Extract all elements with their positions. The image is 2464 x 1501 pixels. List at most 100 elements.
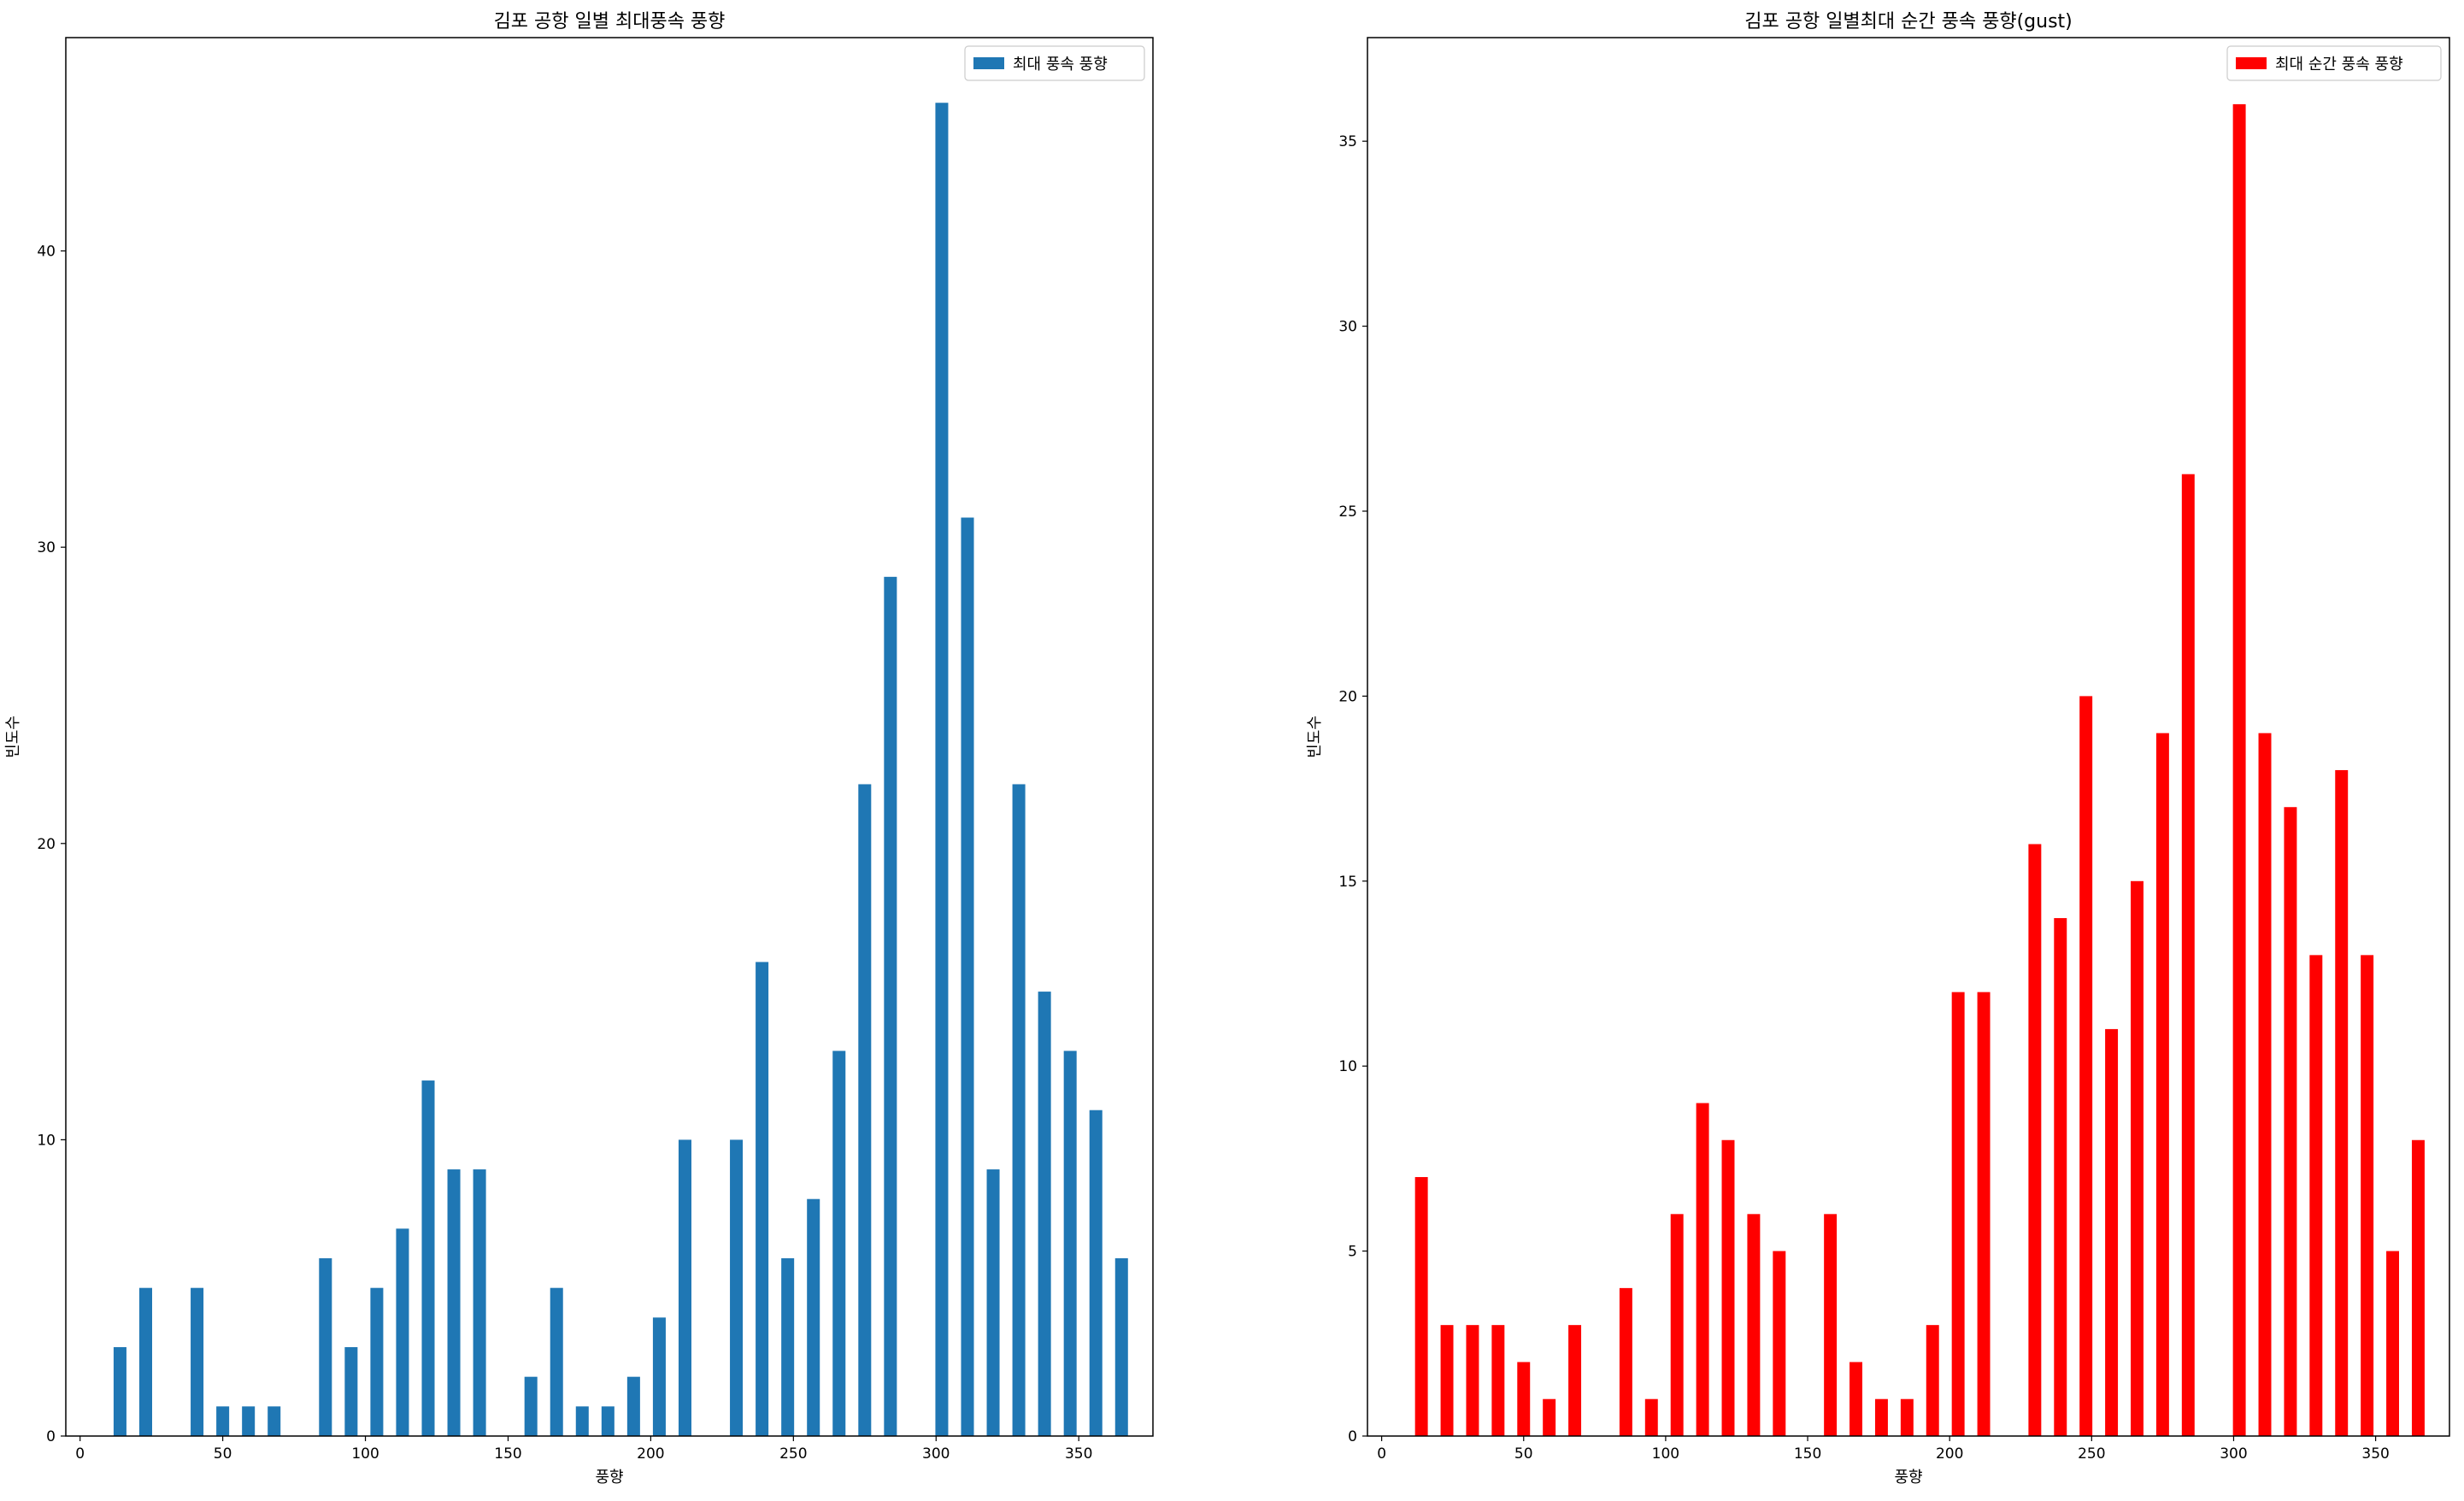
x-tick-label-5: 250 xyxy=(2078,1445,2105,1463)
bar-29 xyxy=(2258,733,2272,1436)
y-tick-label-0: 0 xyxy=(46,1428,56,1445)
bar-1 xyxy=(1440,1325,1454,1436)
bar-33 xyxy=(1089,1110,1103,1436)
bar-33 xyxy=(2361,955,2374,1436)
bar-29 xyxy=(986,1169,1000,1436)
x-tick-label-0: 0 xyxy=(75,1445,85,1463)
bar-13 xyxy=(524,1376,538,1436)
bar-11 xyxy=(447,1169,461,1436)
y-tick-label-5: 25 xyxy=(1338,503,1357,521)
bar-19 xyxy=(1951,992,1965,1436)
bar-26 xyxy=(2155,733,2169,1436)
x-tick-label-3: 150 xyxy=(1794,1445,1821,1463)
bar-5 xyxy=(1543,1398,1556,1436)
x-tick-label-6: 300 xyxy=(922,1445,950,1463)
bar-13 xyxy=(1773,1251,1786,1436)
bar-22 xyxy=(781,1258,795,1436)
axes-frame xyxy=(65,37,1154,1437)
y-tick-label-4: 40 xyxy=(37,244,56,261)
x-tick-label-4: 200 xyxy=(637,1445,664,1463)
bar-15 xyxy=(575,1406,589,1436)
bar-19 xyxy=(678,1139,691,1436)
y-tick-label-2: 20 xyxy=(37,836,56,853)
bar-27 xyxy=(935,103,949,1436)
bar-16 xyxy=(601,1406,615,1436)
bar-3 xyxy=(1491,1325,1505,1436)
bar-9 xyxy=(1670,1214,1684,1436)
axes-frame xyxy=(1367,37,2450,1437)
bar-12 xyxy=(1747,1214,1761,1436)
bar-30 xyxy=(2284,807,2297,1436)
bar-6 xyxy=(319,1258,332,1436)
bar-20 xyxy=(1977,992,1991,1436)
bar-0 xyxy=(1414,1177,1428,1436)
bar-10 xyxy=(1696,1103,1709,1436)
x-tick-label-2: 100 xyxy=(1652,1445,1679,1463)
x-tick-label-1: 50 xyxy=(1514,1445,1533,1463)
bar-22 xyxy=(2054,918,2067,1436)
legend-box xyxy=(2226,45,2442,81)
x-tick-label-7: 350 xyxy=(1065,1445,1092,1463)
bar-18 xyxy=(652,1317,666,1436)
bar-0 xyxy=(113,1347,126,1436)
bar-16 xyxy=(1874,1398,1888,1436)
bar-18 xyxy=(1926,1325,1939,1436)
bar-35 xyxy=(2411,1139,2425,1436)
bar-8 xyxy=(1644,1398,1658,1436)
bar-21 xyxy=(756,962,769,1436)
bar-11 xyxy=(1721,1139,1735,1436)
bar-31 xyxy=(1038,992,1051,1436)
bar-5 xyxy=(268,1406,281,1436)
y-tick-label-3: 15 xyxy=(1338,874,1357,891)
bar-3 xyxy=(216,1406,230,1436)
chart-wind-direction: 0 50 100 150 200 250 300 350 0 10 20 30 40 김포 공항 일별 최… xyxy=(4,11,1154,1486)
y-tick-label-1: 5 xyxy=(1348,1244,1357,1261)
bar-6 xyxy=(1568,1325,1582,1436)
legend: 최대 풍속 풍향 xyxy=(964,45,1145,81)
legend-swatch xyxy=(973,57,1004,69)
y-tick-label-4: 20 xyxy=(1338,688,1357,705)
chart-gust-direction: 0 50 100 150 200 250 300 350 0 5 10 15 20 25 30 35 김포 공항… xyxy=(1306,11,2450,1486)
bar-8 xyxy=(370,1287,384,1436)
y-axis-label: 빈도수 xyxy=(4,715,22,758)
x-axis-label: 풍향 xyxy=(1894,1469,1922,1486)
bar-20 xyxy=(730,1139,744,1436)
bar-25 xyxy=(858,784,872,1436)
bar-2 xyxy=(1466,1325,1479,1436)
chart-title: 김포 공항 일별최대 순간 풍속 풍향(gust) xyxy=(1744,11,2073,32)
x-tick-label-4: 200 xyxy=(1936,1445,1963,1463)
bar-32 xyxy=(1063,1051,1077,1436)
x-axis-label: 풍향 xyxy=(595,1469,623,1486)
bar-4 xyxy=(242,1406,256,1436)
bar-17 xyxy=(1900,1398,1914,1436)
y-tick-label-6: 30 xyxy=(1338,319,1357,336)
bar-27 xyxy=(2181,474,2195,1436)
y-tick-label-1: 10 xyxy=(37,1132,56,1149)
bar-28 xyxy=(2232,103,2246,1436)
bar-32 xyxy=(2335,769,2349,1436)
bar-17 xyxy=(626,1376,640,1436)
y-tick-label-7: 35 xyxy=(1338,133,1357,150)
bar-31 xyxy=(2309,955,2323,1436)
bar-10 xyxy=(421,1080,435,1436)
bar-34 xyxy=(2386,1251,2400,1436)
bar-14 xyxy=(1824,1214,1838,1436)
bar-28 xyxy=(961,517,974,1436)
bar-12 xyxy=(473,1169,486,1436)
legend-label: 최대 순간 풍속 풍향 xyxy=(2275,56,2403,74)
legend: 최대 순간 풍속 풍향 xyxy=(2226,45,2442,81)
x-tick-label-1: 50 xyxy=(214,1445,232,1463)
bar-2 xyxy=(191,1287,204,1436)
legend-box xyxy=(964,45,1145,81)
bar-26 xyxy=(884,576,897,1436)
x-tick-label-5: 250 xyxy=(779,1445,807,1463)
bar-21 xyxy=(2028,844,2042,1436)
y-tick-label-3: 30 xyxy=(37,539,56,556)
x-tick-label-7: 350 xyxy=(2361,1445,2389,1463)
legend-label: 최대 풍속 풍향 xyxy=(1013,56,1108,74)
bar-9 xyxy=(396,1228,409,1436)
bar-30 xyxy=(1012,784,1026,1436)
bar-24 xyxy=(832,1051,846,1436)
